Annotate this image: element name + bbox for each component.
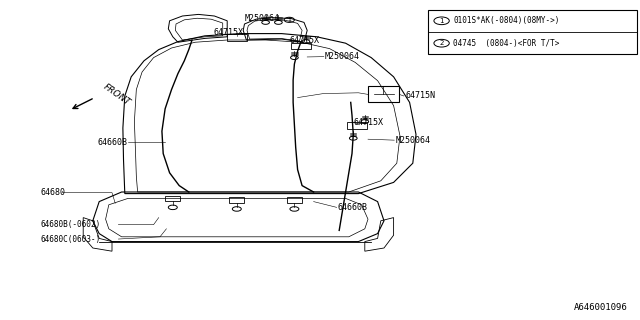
Text: 64660B: 64660B <box>338 203 368 212</box>
Text: FRONT: FRONT <box>101 83 131 108</box>
Text: 1: 1 <box>439 18 444 24</box>
Text: 64715X: 64715X <box>354 118 384 127</box>
Text: M250064: M250064 <box>396 136 431 145</box>
Text: 64680: 64680 <box>40 188 65 197</box>
Text: 64660B: 64660B <box>98 138 128 147</box>
Bar <box>428 10 637 54</box>
Text: M250064: M250064 <box>325 52 360 61</box>
Text: 0101S*AK(-0804)(08MY->): 0101S*AK(-0804)(08MY->) <box>453 16 559 25</box>
Text: M250064: M250064 <box>245 14 280 23</box>
Text: 64680B(-0602): 64680B(-0602) <box>40 220 100 229</box>
Text: 64680C(0603-): 64680C(0603-) <box>40 235 100 244</box>
Text: 04745  (0804-)<FOR T/T>: 04745 (0804-)<FOR T/T> <box>453 39 559 48</box>
Text: 2: 2 <box>440 40 444 46</box>
Text: A646001096: A646001096 <box>573 303 627 312</box>
Text: 64715X: 64715X <box>290 36 320 45</box>
Text: 64715X: 64715X <box>213 28 243 37</box>
Text: 1: 1 <box>287 17 291 22</box>
Text: 64715N: 64715N <box>405 92 435 100</box>
